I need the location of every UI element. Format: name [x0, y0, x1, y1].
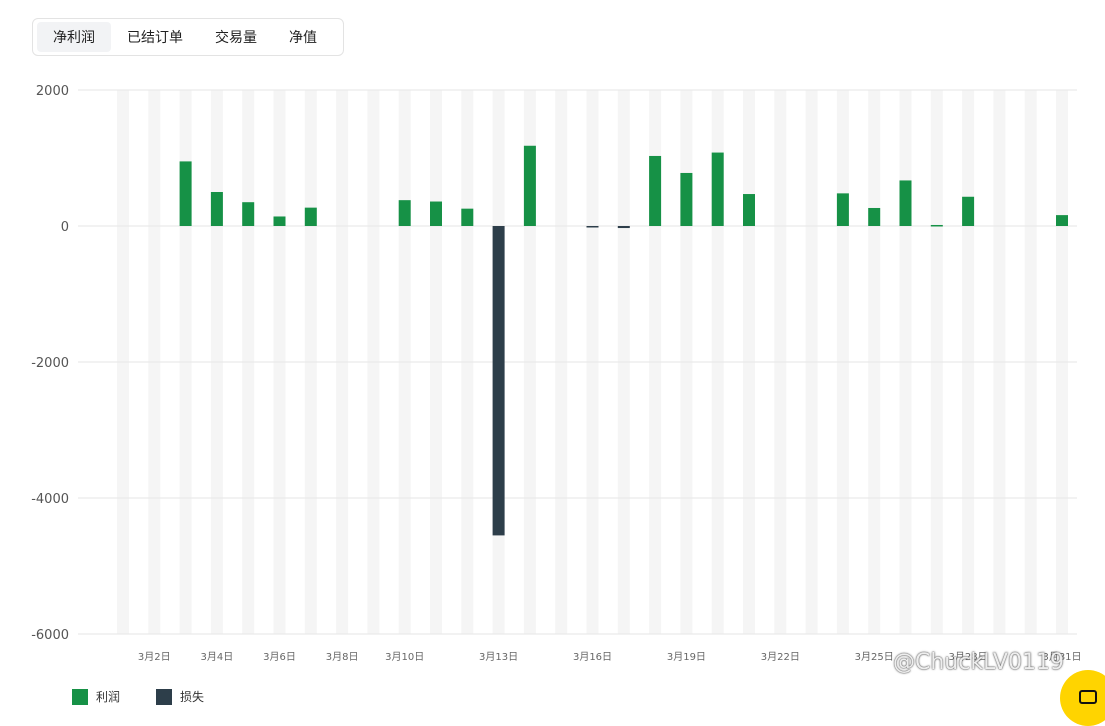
x-tick-label: 3月13日	[479, 651, 518, 663]
bar-3月20日	[711, 152, 724, 226]
x-tick-label: 3月16日	[573, 651, 612, 663]
x-tick-label: 3月6日	[263, 651, 296, 663]
bar-3月3日	[179, 161, 192, 226]
legend-item-profit[interactable]: 利润	[72, 688, 120, 705]
bar-3月18日	[649, 155, 662, 226]
metric-tabs: 净利润 已结订单 交易量 净值	[32, 18, 344, 56]
bar-3月13日	[492, 226, 505, 536]
legend-label-loss: 损失	[180, 690, 205, 704]
legend-label-profit: 利润	[96, 690, 121, 704]
tab-1[interactable]: 已结订单	[127, 30, 183, 46]
x-tick-label: 3月10日	[385, 651, 424, 663]
watermark-text: @ChuckLV0119	[893, 650, 1064, 675]
x-tick-label: 3月25日	[855, 651, 894, 663]
bar-3月25日	[868, 207, 881, 226]
bar-3月4日	[210, 192, 223, 226]
legend-item-loss[interactable]: 损失	[156, 688, 204, 705]
bar-3月26日	[899, 180, 912, 226]
y-tick-label: -6000	[31, 628, 69, 643]
bar-3月19日	[680, 172, 693, 226]
x-tick-label: 3月2日	[138, 651, 171, 663]
bar-3月21日	[743, 194, 755, 226]
y-tick-label: 0	[61, 220, 69, 235]
y-tick-label: -2000	[31, 356, 69, 371]
x-tick-label: 3月19日	[667, 651, 706, 663]
x-tick-label: 3月31日	[1042, 651, 1081, 663]
chart-legend: 利润 损失	[72, 688, 240, 705]
legend-swatch-loss	[156, 688, 173, 705]
bar-3月17日	[617, 226, 630, 229]
bar-3月24日	[836, 193, 849, 226]
x-tick-label: 3月28日	[949, 651, 988, 663]
legend-swatch-profit	[72, 688, 88, 705]
bar-3月27日	[930, 224, 943, 227]
tab-0[interactable]: 净利润	[37, 22, 111, 52]
chat-button[interactable]	[1060, 670, 1105, 726]
bar-3月6日	[273, 216, 286, 226]
x-tick-label: 3月22日	[761, 651, 800, 663]
y-tick-label: 2000	[36, 84, 69, 99]
tab-3[interactable]: 净值	[289, 30, 317, 46]
bar-3月10日	[398, 200, 411, 226]
tab-2[interactable]: 交易量	[215, 30, 257, 46]
bar-3月16日	[586, 226, 599, 228]
bar-3月7日	[304, 207, 317, 226]
chat-icon	[1079, 690, 1097, 704]
bar-3月28日	[962, 196, 975, 226]
y-tick-label: -4000	[31, 492, 69, 507]
bar-3月14日	[523, 145, 536, 226]
bar-3月5日	[242, 202, 255, 226]
bar-3月11日	[430, 201, 442, 226]
bar-3月12日	[461, 208, 474, 226]
x-tick-label: 3月4日	[201, 651, 234, 663]
net-profit-bar-chart: 2000 0 -2000 -4000 -6000 3月2日 3月4日 3月6日 3月8日 3月10…	[31, 84, 1081, 663]
bar-3月31日	[1056, 215, 1068, 226]
x-tick-label: 3月8日	[326, 651, 359, 663]
